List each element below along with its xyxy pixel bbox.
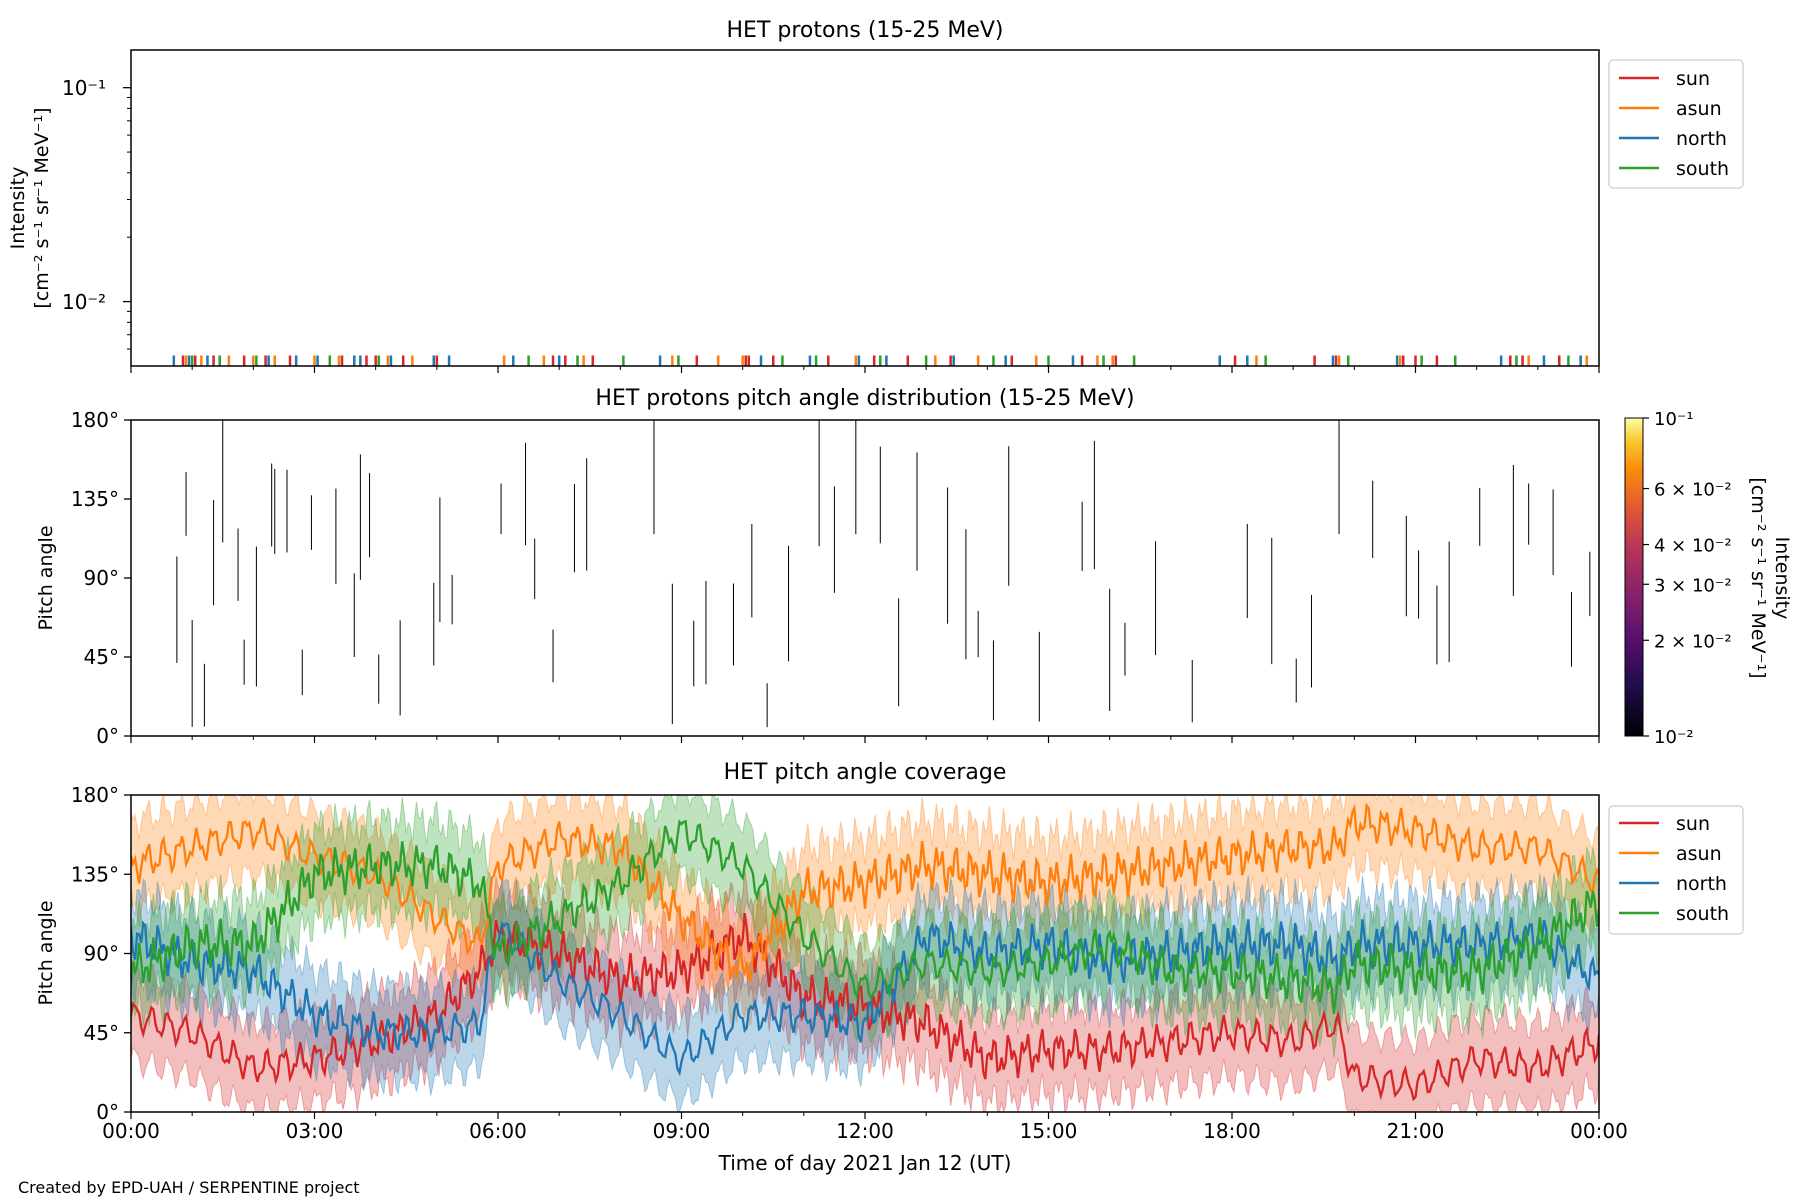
panel1-ytick-low: 10⁻²	[62, 290, 106, 314]
panel1-frame	[130, 49, 1600, 367]
x-tick-label: 00:00	[1570, 1119, 1628, 1143]
legend-label-south: south	[1676, 158, 1729, 180]
legend-label-asun: asun	[1676, 98, 1722, 120]
panel3-legend: sun asun north south	[1608, 805, 1744, 935]
y-tick-label: 135°	[71, 862, 119, 886]
panel1-legend: sun asun north south	[1608, 59, 1744, 189]
panel1-yticks	[123, 87, 131, 350]
y-tick-label: 90°	[84, 942, 119, 966]
panel3-title: HET pitch angle coverage	[724, 760, 1007, 785]
coverage-line-sun	[131, 912, 1599, 1102]
panel-intensity: HET protons (15-25 MeV) 10⁻¹ 10⁻² Intens…	[7, 18, 1744, 367]
panel2-title: HET protons pitch angle distribution (15…	[595, 386, 1134, 411]
coverage-line-south	[131, 819, 1599, 1014]
panel-pitch-distribution: HET protons pitch angle distribution (15…	[35, 386, 1793, 748]
y-tick-label: 90°	[84, 566, 119, 590]
panel1-ylabel-group: Intensity [cm⁻² s⁻¹ sr⁻¹ MeV⁻¹]	[7, 107, 53, 308]
colorbar-tick-label: 2 × 10⁻²	[1654, 631, 1732, 652]
x-tick-label: 00:00	[102, 1119, 160, 1143]
panel1-ytick-high: 10⁻¹	[62, 76, 106, 100]
y-tick-label: 0°	[96, 1100, 119, 1124]
x-tick-label: 21:00	[1387, 1119, 1445, 1143]
x-tick-label: 09:00	[653, 1119, 711, 1143]
x-tick-label: 18:00	[1203, 1119, 1261, 1143]
colorbar-tick-label: 10⁻¹	[1654, 409, 1694, 430]
y-tick-label: 180°	[71, 408, 119, 432]
colorbar-gradient	[1624, 417, 1644, 737]
legend2-label-asun: asun	[1676, 843, 1722, 865]
legend-label-sun: sun	[1676, 68, 1710, 90]
panel3-yticks: 0° 45° 90° 135° 180°	[71, 783, 131, 1124]
colorbar-tick-label: 10⁻²	[1654, 727, 1694, 748]
x-tick-label: 06:00	[469, 1119, 527, 1143]
panel3-series	[131, 795, 1599, 1112]
colorbar-tick-label: 6 × 10⁻²	[1654, 480, 1732, 501]
legend-label-north: north	[1676, 128, 1727, 150]
colorbar: 10⁻¹ 6 × 10⁻² 4 × 10⁻² 3 × 10⁻² 2 × 10⁻² 10⁻²…	[1624, 409, 1793, 748]
x-tick-label: 12:00	[836, 1119, 894, 1143]
colorbar-tick-label: 4 × 10⁻²	[1654, 536, 1732, 557]
coverage-line-north	[131, 916, 1599, 1077]
legend2-label-sun: sun	[1676, 813, 1710, 835]
panel1-title: HET protons (15-25 MeV)	[727, 18, 1004, 43]
y-tick-label: 45°	[84, 645, 119, 669]
panel3-ylabel: Pitch angle	[35, 900, 57, 1005]
x-axis-ticks: 00:00 03:00 06:00 09:00 12:00 15:00 18:00 21:00…	[102, 366, 1628, 1143]
panel2-yticks: 0° 45° 90° 135° 180°	[71, 408, 131, 748]
colorbar-label-group: Intensity [cm⁻² s⁻¹ sr⁻¹ MeV⁻¹]	[1747, 477, 1793, 678]
coverage-lines	[131, 802, 1599, 1102]
panel1-ylabel-unit: [cm⁻² s⁻¹ sr⁻¹ MeV⁻¹]	[31, 107, 53, 308]
y-tick-label: 45°	[84, 1021, 119, 1045]
colorbar-tick-label: 3 × 10⁻²	[1654, 575, 1732, 596]
y-tick-label: 180°	[71, 783, 119, 807]
footer-credit: Created by EPD-UAH / SERPENTINE project	[18, 1178, 360, 1197]
panel-pitch-coverage: HET pitch angle coverage 0° 45° 90° 135° 180…	[35, 760, 1744, 1124]
x-tick-label: 03:00	[286, 1119, 344, 1143]
panel1-spikes	[172, 355, 1589, 366]
x-axis-label: Time of day 2021 Jan 12 (UT)	[718, 1151, 1012, 1175]
coverage-band-south	[131, 795, 1599, 1058]
panel1-ylabel: Intensity	[7, 167, 29, 250]
x-tick-label: 15:00	[1020, 1119, 1078, 1143]
colorbar-label: Intensity	[1771, 537, 1793, 620]
panel2-ylabel: Pitch angle	[35, 525, 57, 630]
panel2-strips	[176, 420, 1591, 728]
legend2-label-north: north	[1676, 873, 1727, 895]
panel2-frame	[130, 419, 1600, 737]
legend2-label-south: south	[1676, 903, 1729, 925]
colorbar-unit: [cm⁻² s⁻¹ sr⁻¹ MeV⁻¹]	[1747, 477, 1769, 678]
colorbar-ticks: 10⁻¹ 6 × 10⁻² 4 × 10⁻² 3 × 10⁻² 2 × 10⁻² 10⁻²	[1643, 409, 1732, 748]
y-tick-label: 0°	[96, 724, 119, 748]
y-tick-label: 135°	[71, 487, 119, 511]
